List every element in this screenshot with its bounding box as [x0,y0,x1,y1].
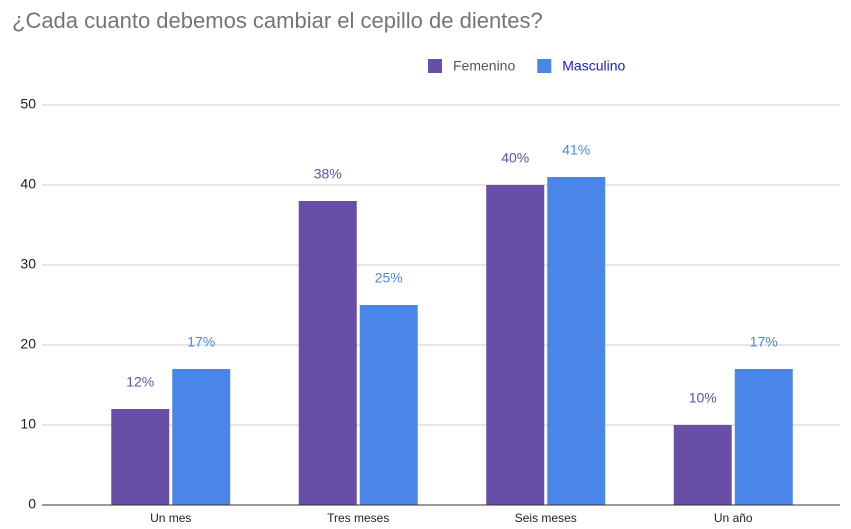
legend-swatch [537,59,552,73]
y-tick-label: 40 [20,176,36,192]
bar [486,185,545,505]
data-label: 40% [501,150,529,166]
x-tick-label: Un año [714,511,753,525]
legend-label: Masculino [562,58,625,74]
y-tick-label: 30 [20,256,36,272]
legend-label: Femenino [453,58,515,74]
bar [111,409,170,505]
bar [734,369,793,505]
y-tick-label: 50 [20,96,36,112]
bar [673,425,732,505]
data-label: 17% [187,334,215,350]
data-label: 12% [126,374,154,390]
x-tick-label: Un mes [150,511,191,525]
data-label: 25% [375,270,403,286]
data-label: 41% [562,142,590,158]
bar [359,305,418,505]
y-tick-label: 10 [20,416,36,432]
y-tick-label: 0 [28,496,36,512]
y-tick-label: 20 [20,336,36,352]
data-label: 38% [314,166,342,182]
data-label: 17% [750,334,778,350]
legend-swatch [428,59,442,73]
chart-title: ¿Cada cuanto debemos cambiar el cepillo … [12,8,543,33]
x-tick-label: Seis meses [515,511,577,525]
x-tick-label: Tres meses [327,511,389,525]
bar [298,201,357,505]
data-label: 10% [689,390,717,406]
bar [172,369,231,505]
bar [547,177,606,505]
